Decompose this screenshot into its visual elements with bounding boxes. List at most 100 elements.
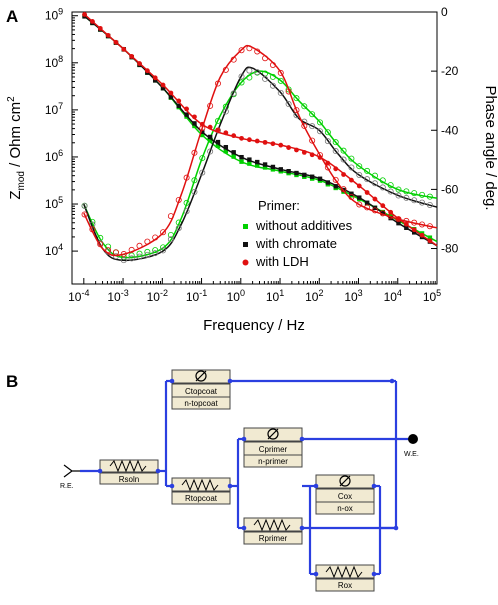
x-tick-label: 104 [384, 288, 402, 304]
rtopcoat-element: Rtopcoat [171, 477, 231, 505]
phase-point-with-chromate [183, 208, 190, 215]
phase-point-without-additives [144, 248, 151, 255]
impedance-point-with-chromate [309, 174, 315, 179]
phase-point-with-chromate [238, 73, 245, 80]
impedance-point-without-additives [427, 235, 433, 240]
nox-label: n-ox [337, 504, 353, 513]
legend-label-without-additives: without additives [255, 218, 353, 233]
impedance-point-with-LDH [137, 61, 142, 66]
phase-point-with-LDH [356, 201, 363, 208]
impedance-point-with-chromate [270, 164, 276, 170]
phase-point-with-chromate [379, 184, 386, 191]
legend-marker-with-chromate [243, 242, 248, 247]
phase-point-with-LDH [199, 125, 206, 132]
impedance-point-with-chromate [286, 168, 291, 174]
phase-point-with-LDH [411, 219, 418, 226]
phase-point-without-additives [238, 79, 245, 86]
impedance-point-with-chromate [207, 134, 213, 140]
phase-point-with-LDH [262, 55, 269, 62]
impedance-point-with-chromate [223, 144, 229, 150]
phase-point-with-LDH [309, 137, 316, 144]
phase-point-with-LDH [128, 246, 135, 253]
phase-point-without-additives [293, 95, 300, 102]
phase-point-with-chromate [356, 172, 363, 179]
impedance-point-with-chromate [333, 184, 338, 189]
impedance-point-with-LDH [184, 106, 189, 112]
phase-point-with-chromate [207, 148, 214, 155]
phase-point-with-chromate [175, 225, 182, 232]
impedance-point-with-chromate [192, 121, 197, 126]
impedance-point-with-LDH [419, 232, 425, 238]
phase-point-without-additives [309, 111, 316, 118]
impedance-point-with-chromate [278, 167, 283, 172]
panel-label-a: A [6, 7, 18, 26]
phase-point-without-additives [419, 191, 426, 198]
phase-point-with-chromate [348, 164, 355, 171]
working-electrode-icon [408, 434, 418, 444]
impedance-point-with-LDH [113, 39, 119, 45]
impedance-point-with-chromate [349, 191, 354, 196]
phase-point-without-additives [317, 119, 324, 126]
y-axis-label: Zmod / Ohm cm2 [6, 96, 27, 200]
phase-point-with-chromate [112, 253, 119, 260]
phase-point-with-chromate [371, 180, 378, 187]
phase-point-with-LDH [183, 174, 190, 181]
phase-point-without-additives [340, 147, 347, 154]
phase-point-with-LDH [112, 249, 119, 256]
y2-tick-label: -20 [441, 64, 459, 78]
impedance-point-with-LDH [254, 138, 260, 144]
re-label: R.E. [60, 483, 74, 490]
y-tick-label: 109 [45, 7, 63, 23]
phase-point-with-chromate [254, 69, 261, 76]
impedance-point-with-LDH [301, 149, 307, 155]
impedance-point-with-chromate [302, 172, 307, 178]
phase-point-with-LDH [332, 176, 339, 183]
impedance-point-with-chromate [200, 129, 205, 135]
phase-point-with-chromate [81, 202, 88, 209]
phase-point-without-additives [356, 163, 363, 170]
nprimer-label: n-primer [258, 457, 288, 466]
y-tick-label: 105 [45, 195, 63, 211]
series-group [81, 12, 438, 264]
phase-point-with-chromate [426, 201, 433, 208]
phase-point-with-chromate [262, 75, 269, 82]
impedance-point-without-additives [231, 154, 236, 159]
x-tick-label: 10-2 [147, 288, 168, 304]
phase-fit-with-LDH [83, 44, 438, 257]
phase-point-with-LDH [105, 247, 112, 254]
impedance-point-with-LDH [121, 46, 127, 52]
impedance-point-without-additives [262, 165, 268, 170]
rprimer-element: Rprimer [243, 517, 303, 545]
impedance-point-without-additives [200, 132, 205, 138]
phase-point-with-chromate [120, 257, 127, 264]
phase-point-with-LDH [254, 48, 261, 55]
phase-point-with-chromate [324, 138, 331, 145]
phase-point-without-additives [214, 117, 221, 124]
resistor-icon [325, 565, 363, 579]
resistor-icon [181, 478, 219, 492]
phase-point-without-additives [364, 167, 371, 174]
y2-tick-label: -60 [441, 182, 459, 196]
phase-point-with-chromate [411, 197, 418, 204]
phase-point-with-chromate [419, 199, 426, 206]
impedance-point-with-chromate [184, 112, 189, 117]
phase-point-without-additives [285, 86, 292, 93]
phase-point-without-additives [183, 199, 190, 206]
phase-point-without-additives [426, 193, 433, 200]
reference-electrode-icon [63, 464, 80, 478]
phase-point-with-chromate [136, 253, 143, 260]
x-axis-label: Frequency / Hz [203, 317, 305, 334]
rprimer-label: Rprimer [259, 534, 288, 543]
rox-label: Rox [338, 581, 352, 590]
legend-label-with-chromate: with chromate [255, 236, 337, 251]
ntopcoat-label: n-topcoat [184, 399, 218, 408]
impedance-point-with-LDH [192, 114, 197, 120]
phase-point-with-chromate [269, 82, 276, 89]
impedance-point-with-chromate [396, 220, 401, 226]
rtopcoat-label: Rtopcoat [185, 494, 218, 503]
impedance-point-with-chromate [160, 86, 166, 91]
impedance-point-with-chromate [404, 225, 409, 230]
impedance-point-with-chromate [215, 139, 221, 145]
phase-point-with-LDH [246, 45, 253, 52]
impedance-point-with-chromate [388, 215, 393, 221]
